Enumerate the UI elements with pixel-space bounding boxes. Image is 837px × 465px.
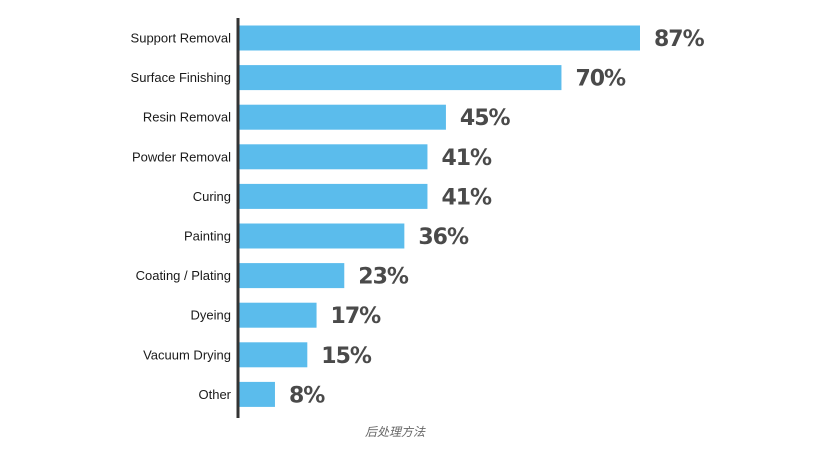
chart-caption: 后处理方法 [365, 425, 426, 439]
value-label: 15% [321, 344, 372, 369]
bar-surface-finishing [238, 65, 562, 91]
category-label: Surface Finishing [131, 70, 231, 85]
bar-curing [238, 183, 428, 209]
value-labels-group: 87% 70% 45% 41% 41% 36% 23% 17% 15% 8% [289, 27, 706, 408]
bar-coating-plating [238, 263, 345, 289]
value-label: 17% [331, 304, 382, 329]
bar-resin-removal [238, 104, 446, 130]
value-label: 87% [654, 27, 705, 52]
value-label: 70% [575, 67, 626, 92]
value-label: 8% [289, 383, 325, 408]
bar-powder-removal [238, 144, 428, 170]
bars-group [238, 25, 640, 407]
bar-painting [238, 223, 405, 249]
category-label: Vacuum Drying [143, 347, 231, 362]
value-label: 23% [358, 265, 409, 290]
value-label: 41% [441, 146, 492, 171]
category-label: Powder Removal [132, 149, 231, 164]
category-label: Other [198, 387, 231, 402]
bar-dyeing [238, 302, 317, 328]
value-label: 36% [418, 225, 469, 250]
bar-vacuum-drying [238, 342, 308, 368]
value-label: 41% [441, 185, 492, 210]
value-label: 45% [460, 106, 511, 131]
category-label: Support Removal [131, 31, 232, 46]
category-labels-group: Support Removal Surface Finishing Resin Re… [131, 31, 232, 402]
bar-support-removal [238, 25, 640, 51]
category-label: Curing [193, 189, 231, 204]
bar-other [238, 381, 275, 407]
category-label: Resin Removal [143, 110, 231, 125]
category-label: Dyeing [191, 308, 231, 323]
category-label: Painting [184, 229, 231, 244]
category-label: Coating / Plating [136, 268, 231, 283]
